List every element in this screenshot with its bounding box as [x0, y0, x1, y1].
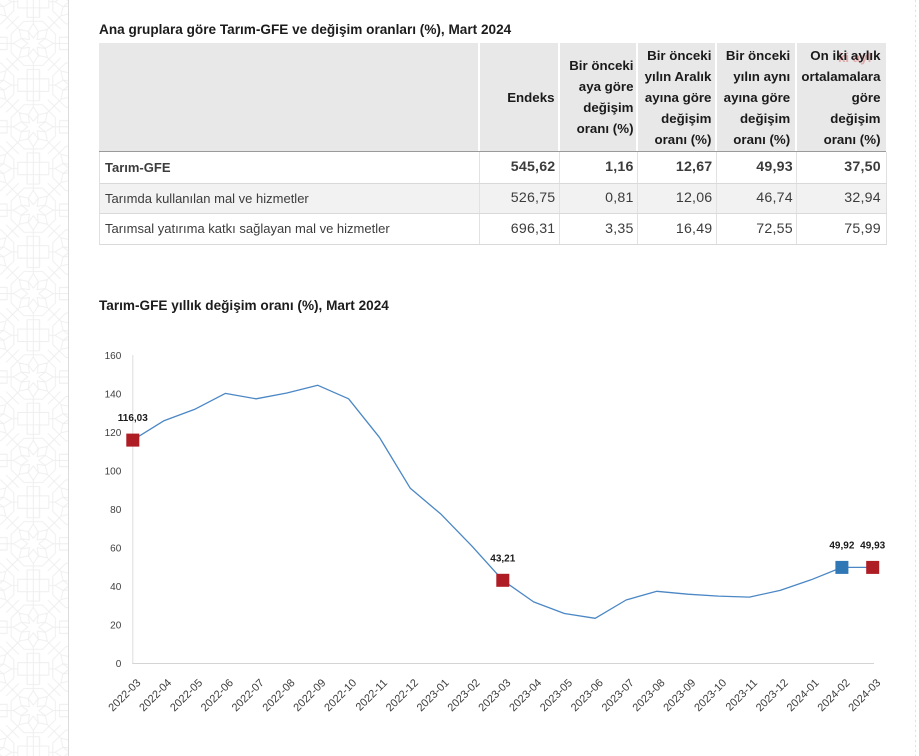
svg-text:0: 0: [116, 659, 122, 670]
svg-text:20: 20: [110, 621, 122, 632]
svg-text:2022-07: 2022-07: [230, 677, 267, 714]
svg-text:2022-09: 2022-09: [291, 677, 328, 714]
svg-text:2022-10: 2022-10: [322, 677, 359, 714]
svg-text:2023-05: 2023-05: [538, 677, 575, 714]
svg-text:40: 40: [110, 582, 122, 593]
svg-text:2023-02: 2023-02: [446, 677, 483, 714]
svg-text:2024-02: 2024-02: [816, 677, 853, 714]
svg-text:2023-11: 2023-11: [724, 677, 760, 713]
svg-text:2022-06: 2022-06: [199, 677, 236, 714]
svg-text:80: 80: [110, 505, 122, 516]
svg-text:43,21: 43,21: [490, 553, 515, 564]
svg-text:49,92: 49,92: [829, 540, 854, 551]
svg-text:140: 140: [105, 390, 122, 401]
svg-text:120: 120: [105, 428, 122, 439]
svg-text:2022-08: 2022-08: [261, 677, 298, 714]
svg-text:2023-08: 2023-08: [631, 677, 668, 714]
svg-text:2023-06: 2023-06: [569, 677, 606, 714]
svg-text:2022-11: 2022-11: [354, 677, 390, 713]
svg-text:2022-03: 2022-03: [106, 677, 143, 714]
svg-text:2024-03: 2024-03: [846, 677, 883, 714]
svg-text:2023-10: 2023-10: [692, 677, 729, 714]
svg-text:60: 60: [110, 544, 122, 555]
svg-text:2022-12: 2022-12: [384, 677, 421, 714]
svg-text:2022-05: 2022-05: [168, 677, 205, 714]
svg-text:2023-07: 2023-07: [600, 677, 637, 714]
svg-text:2023-09: 2023-09: [661, 677, 698, 714]
svg-text:2023-04: 2023-04: [507, 677, 544, 714]
svg-text:100: 100: [105, 467, 122, 478]
svg-text:116,03: 116,03: [118, 413, 148, 424]
svg-text:2023-01: 2023-01: [415, 677, 452, 714]
svg-text:2024-01: 2024-01: [785, 677, 822, 714]
svg-text:49,93: 49,93: [860, 540, 885, 551]
svg-text:160: 160: [105, 351, 122, 362]
svg-text:2023-03: 2023-03: [476, 677, 513, 714]
svg-text:2023-12: 2023-12: [754, 677, 791, 714]
svg-text:2022-04: 2022-04: [137, 677, 174, 714]
